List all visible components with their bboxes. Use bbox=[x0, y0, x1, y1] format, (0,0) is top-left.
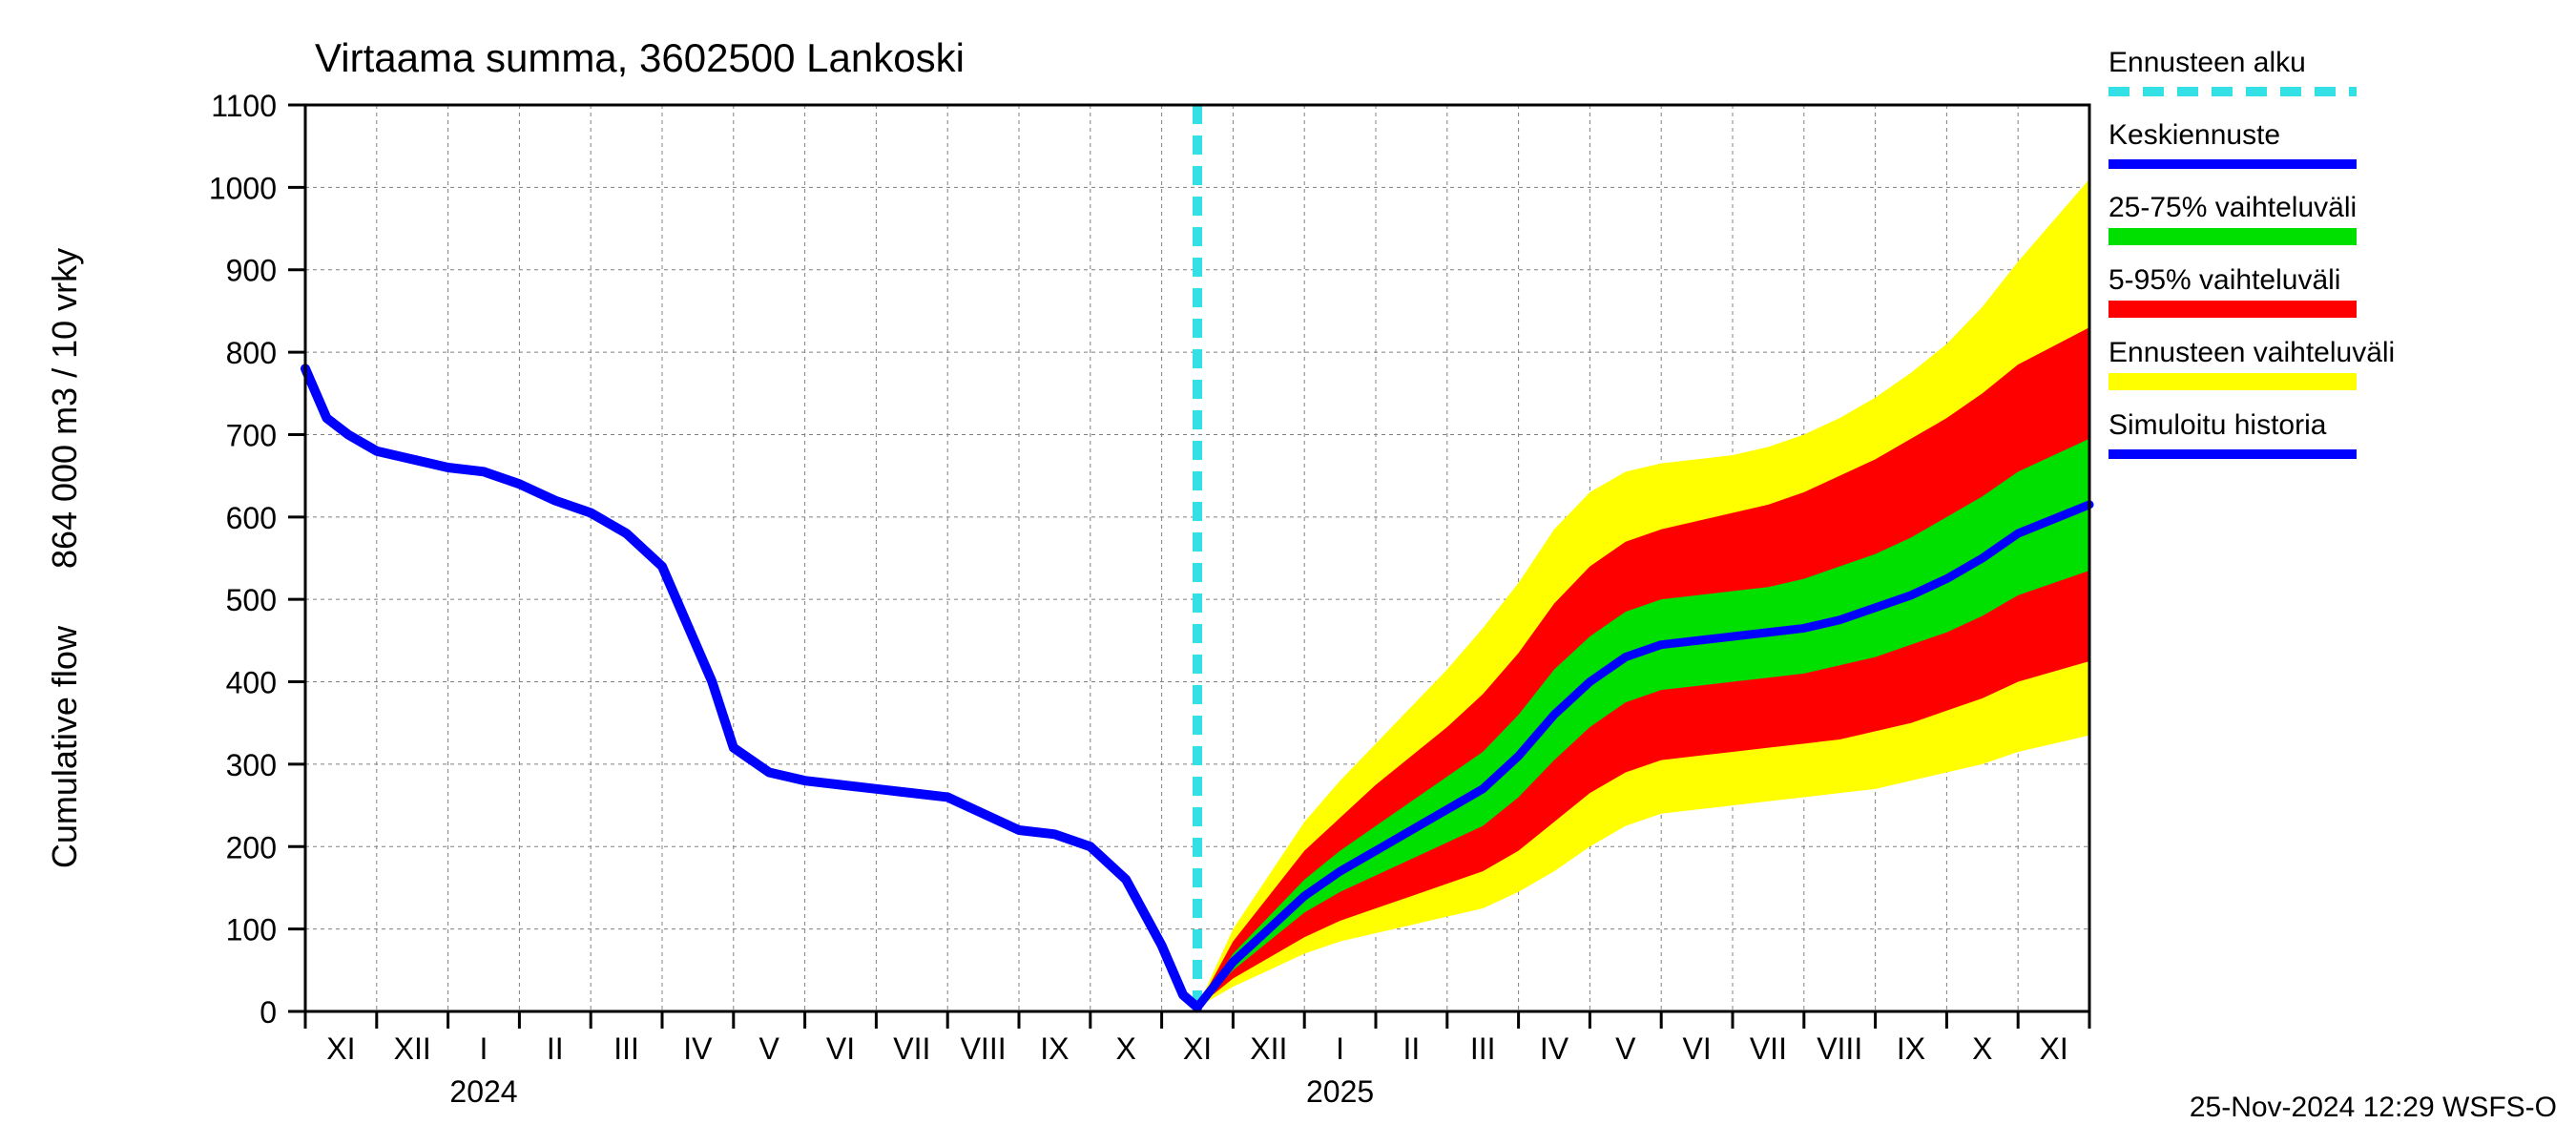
svg-text:900: 900 bbox=[226, 254, 277, 288]
svg-text:0: 0 bbox=[260, 995, 277, 1030]
svg-text:1100: 1100 bbox=[211, 89, 277, 123]
svg-text:1000: 1000 bbox=[209, 171, 277, 205]
legend-swatch bbox=[2109, 159, 2357, 169]
legend-label: Keskiennuste bbox=[2109, 119, 2280, 151]
svg-text:2025: 2025 bbox=[1306, 1074, 1374, 1109]
legend-swatch bbox=[2109, 373, 2357, 390]
svg-text:IV: IV bbox=[1540, 1031, 1569, 1066]
svg-text:III: III bbox=[1470, 1031, 1496, 1066]
chart-container: 010020030040050060070080090010001100XIXI… bbox=[0, 0, 2576, 1145]
svg-text:II: II bbox=[1403, 1031, 1421, 1066]
svg-text:III: III bbox=[613, 1031, 639, 1066]
legend-swatch bbox=[2109, 228, 2357, 245]
svg-text:XI: XI bbox=[326, 1031, 355, 1066]
svg-text:XII: XII bbox=[1250, 1031, 1287, 1066]
y-axis-label: Cumulative flow864 000 m3 / 10 vrky bbox=[45, 248, 84, 868]
svg-text:VII: VII bbox=[1750, 1031, 1787, 1066]
svg-text:IV: IV bbox=[683, 1031, 713, 1066]
chart-title: Virtaama summa, 3602500 Lankoski bbox=[315, 35, 965, 80]
svg-text:VIII: VIII bbox=[1817, 1031, 1862, 1066]
svg-text:XI: XI bbox=[2039, 1031, 2067, 1066]
legend-label: Simuloitu historia bbox=[2109, 409, 2327, 441]
flow-forecast-chart: 010020030040050060070080090010001100XIXI… bbox=[0, 0, 2576, 1145]
legend-swatch bbox=[2109, 301, 2357, 318]
legend-label: Ennusteen vaihteluväli bbox=[2109, 337, 2395, 368]
svg-text:500: 500 bbox=[226, 583, 277, 617]
svg-text:IX: IX bbox=[1897, 1031, 1925, 1066]
legend-label: Ennusteen alku bbox=[2109, 47, 2306, 78]
svg-text:XII: XII bbox=[394, 1031, 431, 1066]
legend-label: 25-75% vaihteluväli bbox=[2109, 192, 2357, 223]
svg-text:XI: XI bbox=[1183, 1031, 1212, 1066]
svg-text:X: X bbox=[1972, 1031, 1992, 1066]
svg-text:100: 100 bbox=[226, 913, 277, 947]
footer-timestamp: 25-Nov-2024 12:29 WSFS-O bbox=[2190, 1092, 2557, 1123]
legend-swatch bbox=[2109, 449, 2357, 459]
x-ticks: XIXIIIIIIIIIVVVIVIIVIIIIXXXIXIIIIIIIIIVV… bbox=[305, 1011, 2089, 1109]
svg-text:VI: VI bbox=[826, 1031, 855, 1066]
legend: Ennusteen alku Keskiennuste 25-75% vaihtel… bbox=[2109, 47, 2395, 459]
legend-label: 5-95% vaihteluväli bbox=[2109, 264, 2340, 296]
svg-text:2024: 2024 bbox=[449, 1074, 517, 1109]
svg-text:V: V bbox=[759, 1031, 780, 1066]
svg-text:600: 600 bbox=[226, 501, 277, 535]
svg-text:VIII: VIII bbox=[961, 1031, 1007, 1066]
svg-text:300: 300 bbox=[226, 748, 277, 782]
svg-text:X: X bbox=[1116, 1031, 1136, 1066]
svg-text:800: 800 bbox=[226, 336, 277, 370]
y-ticks: 0 100 200 300 400 500 600 700 800 900 1000 1100 bbox=[209, 89, 305, 1030]
svg-text:I: I bbox=[480, 1031, 488, 1066]
svg-text:V: V bbox=[1615, 1031, 1636, 1066]
svg-text:400: 400 bbox=[226, 666, 277, 700]
svg-text:I: I bbox=[1336, 1031, 1344, 1066]
svg-text:VII: VII bbox=[893, 1031, 930, 1066]
svg-text:200: 200 bbox=[226, 830, 277, 864]
svg-text:II: II bbox=[547, 1031, 564, 1066]
svg-text:IX: IX bbox=[1040, 1031, 1069, 1066]
svg-text:VI: VI bbox=[1682, 1031, 1711, 1066]
svg-text:700: 700 bbox=[226, 418, 277, 452]
